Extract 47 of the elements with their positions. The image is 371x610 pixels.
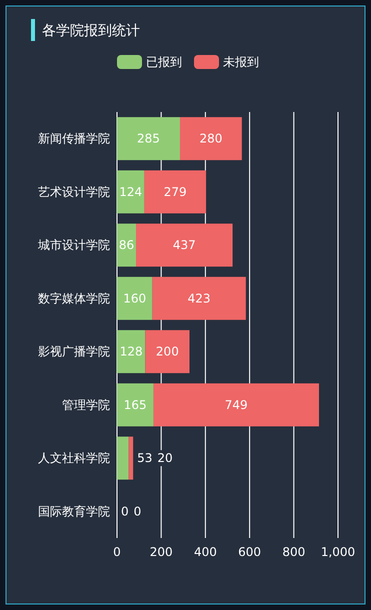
bar xyxy=(152,276,246,320)
bar xyxy=(153,383,319,426)
data-label: 160 xyxy=(123,291,146,306)
data-label: 20 xyxy=(157,451,173,466)
y-tick-label: 城市设计学院 xyxy=(37,238,110,252)
data-label: 0 xyxy=(121,504,129,518)
y-tick-label: 管理学院 xyxy=(62,398,110,412)
data-label: 128 xyxy=(120,344,143,359)
y-tick-label: 数字媒体学院 xyxy=(38,291,110,306)
data-label: 285 xyxy=(137,132,160,146)
bar xyxy=(117,383,154,426)
x-tick-label: 0 xyxy=(113,545,121,559)
data-label: 53 xyxy=(137,451,152,466)
bar xyxy=(145,330,190,374)
chart-title: 各学院报到统计 xyxy=(42,23,140,39)
data-label: 279 xyxy=(164,184,187,199)
x-tick-label: 400 xyxy=(194,545,217,559)
x-tick-label: 1,000 xyxy=(320,545,356,559)
data-label: 200 xyxy=(156,344,179,359)
bar xyxy=(180,117,242,160)
bar xyxy=(144,170,206,214)
y-tick-label: 人文社科学院 xyxy=(38,451,110,466)
bar xyxy=(117,276,152,320)
data-label: 0 xyxy=(134,504,142,518)
data-label: 749 xyxy=(224,398,248,412)
legend-label: 已报到 xyxy=(146,55,182,69)
legend-label: 未报到 xyxy=(223,55,259,69)
bar xyxy=(117,170,144,214)
bar xyxy=(128,436,134,480)
y-tick-label: 艺术设计学院 xyxy=(38,184,110,199)
x-tick-label: 200 xyxy=(150,545,173,559)
x-tick-label: 800 xyxy=(282,545,306,559)
bar xyxy=(117,436,129,480)
bar xyxy=(136,224,233,267)
data-label: 86 xyxy=(118,238,134,252)
y-tick-label: 国际教育学院 xyxy=(38,504,110,518)
y-tick-label: 影视广播学院 xyxy=(38,344,110,359)
x-tick-label: 600 xyxy=(238,545,262,559)
data-label: 437 xyxy=(172,238,196,252)
data-label: 124 xyxy=(119,184,142,199)
bar xyxy=(117,224,136,267)
bar xyxy=(117,117,180,160)
data-label: 165 xyxy=(124,398,147,412)
y-tick-label: 新闻传播学院 xyxy=(38,132,110,146)
data-label: 423 xyxy=(188,291,211,306)
data-label: 280 xyxy=(199,132,222,146)
bar xyxy=(117,330,146,374)
